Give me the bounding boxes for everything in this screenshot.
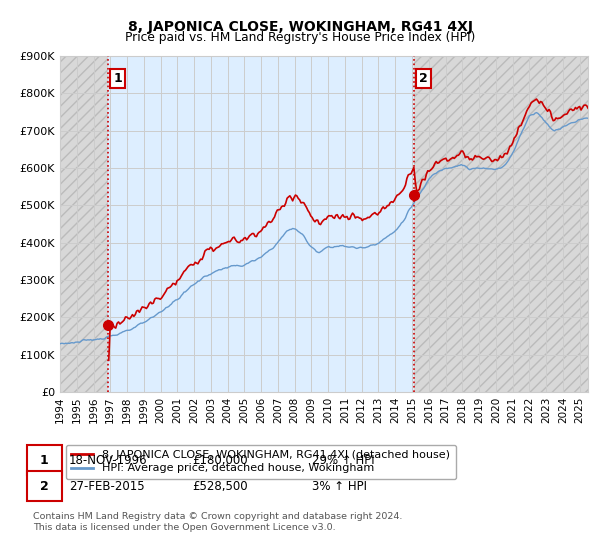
- Line: HPI: Average price, detached house, Wokingham: HPI: Average price, detached house, Woki…: [60, 113, 588, 344]
- HPI: Average price, detached house, Wokingham: (2.01e+03, 3.89e+05): Average price, detached house, Wokingham…: [347, 244, 355, 250]
- Legend: 8, JAPONICA CLOSE, WOKINGHAM, RG41 4XJ (detached house), HPI: Average price, det: 8, JAPONICA CLOSE, WOKINGHAM, RG41 4XJ (…: [65, 445, 456, 479]
- Text: 27-FEB-2015: 27-FEB-2015: [69, 479, 145, 493]
- HPI: Average price, detached house, Wokingham: (2.01e+03, 4.36e+05): Average price, detached house, Wokingham…: [292, 226, 299, 232]
- Text: £528,500: £528,500: [192, 479, 248, 493]
- HPI: Average price, detached house, Wokingham: (1.99e+03, 1.29e+05): Average price, detached house, Wokingham…: [56, 340, 64, 347]
- Text: Contains HM Land Registry data © Crown copyright and database right 2024.
This d: Contains HM Land Registry data © Crown c…: [33, 512, 403, 532]
- 8, JAPONICA CLOSE, WOKINGHAM, RG41 4XJ (detached house): [240, 235, 247, 242]
- Bar: [60, 56, 108, 392]
- HPI: Average price, detached house, Wokingham: (2e+03, 2.04e+05): Average price, detached house, Wokingham…: [151, 312, 158, 319]
- Text: 29% ↑ HPI: 29% ↑ HPI: [312, 454, 374, 467]
- 8, JAPONICA CLOSE, WOKINGHAM, RG41 4XJ (detached house): [533, 96, 540, 102]
- Text: 1: 1: [40, 454, 49, 467]
- HPI: Average price, detached house, Wokingham: (2.01e+03, 3.94e+05): Average price, detached house, Wokingham…: [370, 241, 377, 248]
- 8, JAPONICA CLOSE, WOKINGHAM, RG41 4XJ (detached house): [179, 270, 186, 277]
- 8, JAPONICA CLOSE, WOKINGHAM, RG41 4XJ (detached house): [308, 214, 316, 221]
- Text: 2: 2: [419, 72, 428, 85]
- Text: 1: 1: [113, 72, 122, 85]
- Text: 2: 2: [40, 479, 49, 493]
- HPI: Average price, detached house, Wokingham: (2.02e+03, 6e+05): Average price, detached house, Wokingham…: [448, 165, 455, 171]
- HPI: Average price, detached house, Wokingham: (2.02e+03, 7.48e+05): Average price, detached house, Wokingham…: [533, 109, 540, 116]
- Bar: [414, 56, 588, 392]
- 8, JAPONICA CLOSE, WOKINGHAM, RG41 4XJ (detached house): [398, 189, 405, 195]
- 8, JAPONICA CLOSE, WOKINGHAM, RG41 4XJ (detached house): [105, 357, 112, 363]
- 8, JAPONICA CLOSE, WOKINGHAM, RG41 4XJ (detached house): [584, 105, 592, 111]
- Text: 18-NOV-1996: 18-NOV-1996: [69, 454, 148, 467]
- HPI: Average price, detached house, Wokingham: (2.03e+03, 7.33e+05): Average price, detached house, Wokingham…: [584, 115, 592, 122]
- Text: Price paid vs. HM Land Registry's House Price Index (HPI): Price paid vs. HM Land Registry's House …: [125, 31, 475, 44]
- Text: 3% ↑ HPI: 3% ↑ HPI: [312, 479, 367, 493]
- Line: 8, JAPONICA CLOSE, WOKINGHAM, RG41 4XJ (detached house): 8, JAPONICA CLOSE, WOKINGHAM, RG41 4XJ (…: [109, 99, 588, 360]
- Text: £180,000: £180,000: [192, 454, 248, 467]
- Text: 8, JAPONICA CLOSE, WOKINGHAM, RG41 4XJ: 8, JAPONICA CLOSE, WOKINGHAM, RG41 4XJ: [128, 20, 473, 34]
- 8, JAPONICA CLOSE, WOKINGHAM, RG41 4XJ (detached house): [109, 321, 116, 328]
- HPI: Average price, detached house, Wokingham: (2.02e+03, 6.07e+05): Average price, detached house, Wokingham…: [460, 162, 467, 169]
- 8, JAPONICA CLOSE, WOKINGHAM, RG41 4XJ (detached house): [224, 239, 231, 245]
